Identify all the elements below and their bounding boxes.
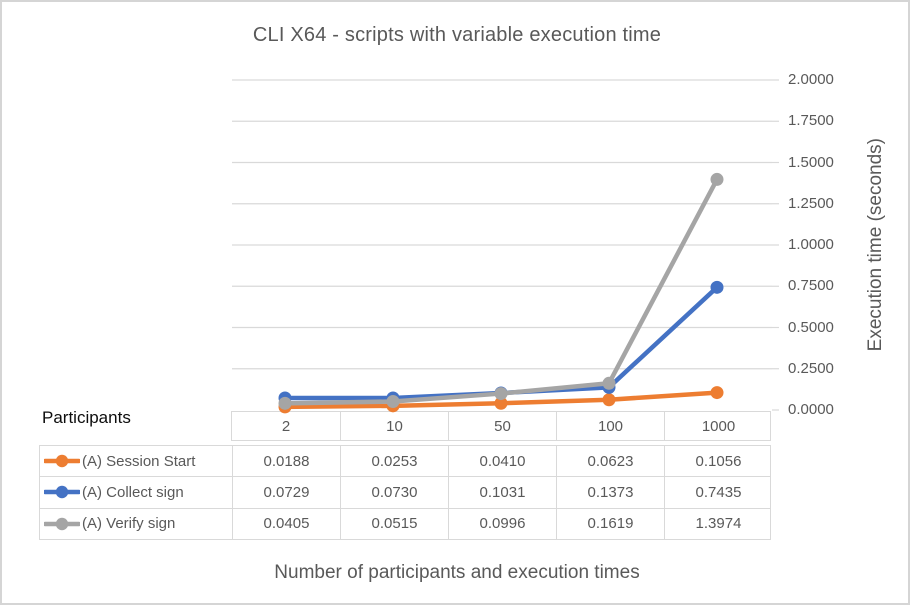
y-axis-tick-label: 0.7500: [788, 277, 834, 295]
y-axis-tick-label: 0.0000: [788, 401, 834, 418]
series-line: [282, 285, 720, 401]
value-cell: 0.0410: [448, 446, 556, 477]
y-axis-tick-label: 0.2500: [788, 359, 834, 377]
value-cell: 0.0730: [340, 477, 448, 508]
value-cell: 0.0996: [448, 508, 556, 539]
value-cell: 0.0405: [232, 508, 340, 539]
value-cell: 0.0253: [340, 446, 448, 477]
column-header: 100: [556, 412, 664, 440]
value-cell: 0.1056: [664, 446, 772, 477]
series-line: [282, 177, 720, 406]
y-axis-tick-label: 1.2500: [788, 194, 834, 212]
value-cell: 0.0729: [232, 477, 340, 508]
column-header: 10: [340, 412, 448, 440]
value-cell: 0.0188: [232, 446, 340, 477]
data-point-marker: [494, 387, 508, 401]
column-header: 2: [281, 417, 291, 435]
y-axis-tick-label: 2.0000: [788, 71, 834, 88]
y-axis-tick-label: 1.7500: [788, 112, 834, 130]
table-row: (A) Collect sign 0.0729 0.0730 0.1031 0.1373…: [40, 476, 772, 508]
chart-title: CLI X64 - scripts with variable executio…: [252, 24, 662, 46]
legend-marker-icon: [44, 454, 80, 468]
data-point-marker: [278, 396, 292, 410]
table-column-headers: 2 10 50 100 1000: [231, 411, 771, 441]
y-axis-tick-label: 1.0000: [788, 236, 834, 253]
column-header: 1000: [664, 412, 772, 440]
value-cell: 0.1031: [448, 477, 556, 508]
data-point-marker: [494, 396, 508, 410]
series-name: (A) Verify sign: [82, 515, 176, 533]
x-axis-title: Number of participants and execution tim…: [274, 562, 640, 583]
data-point-marker: [710, 172, 724, 186]
data-table: (A) Session Start 0.0188 0.0253 0.0410 0.062…: [39, 445, 771, 540]
data-point-marker: [494, 386, 508, 400]
table-corner-label: Participants: [42, 408, 131, 427]
data-point-marker: [278, 391, 292, 405]
series-name: (A) Collect sign: [82, 483, 184, 501]
legend-cell: (A) Verify sign: [40, 509, 232, 539]
y-axis-tick-label: 0.5000: [788, 318, 834, 336]
series-name: (A) Session Start: [82, 452, 196, 470]
data-point-marker: [602, 380, 616, 394]
legend-cell: (A) Collect sign: [40, 477, 232, 507]
y-axis-tick-label: 1.5000: [788, 153, 834, 171]
table-row: (A) Session Start 0.0188 0.0253 0.0410 0.062…: [40, 446, 772, 477]
value-cell: 0.0623: [556, 446, 664, 477]
data-point-marker: [710, 280, 724, 294]
value-cell: 0.1619: [556, 508, 664, 539]
value-cell: 0.0515: [340, 508, 448, 539]
legend-marker-icon: [44, 486, 80, 499]
legend-marker-icon: [44, 517, 80, 531]
data-point-marker: [386, 391, 400, 405]
value-cell: 1.3974: [664, 508, 772, 539]
series-line: [282, 390, 720, 410]
data-point-marker: [602, 376, 616, 390]
value-cell: 0.7435: [664, 477, 772, 508]
column-header: 50: [448, 412, 556, 440]
value-cell: 0.1373: [556, 477, 664, 508]
data-point-marker: [710, 386, 724, 400]
table-row: (A) Verify sign 0.0405 0.0515 0.0996 0.1619 1…: [40, 507, 772, 539]
legend-cell: (A) Session Start: [40, 446, 232, 476]
y-axis-title: Execution time (seconds): [865, 138, 886, 352]
data-point-marker: [602, 393, 616, 407]
data-point-marker: [386, 395, 400, 409]
